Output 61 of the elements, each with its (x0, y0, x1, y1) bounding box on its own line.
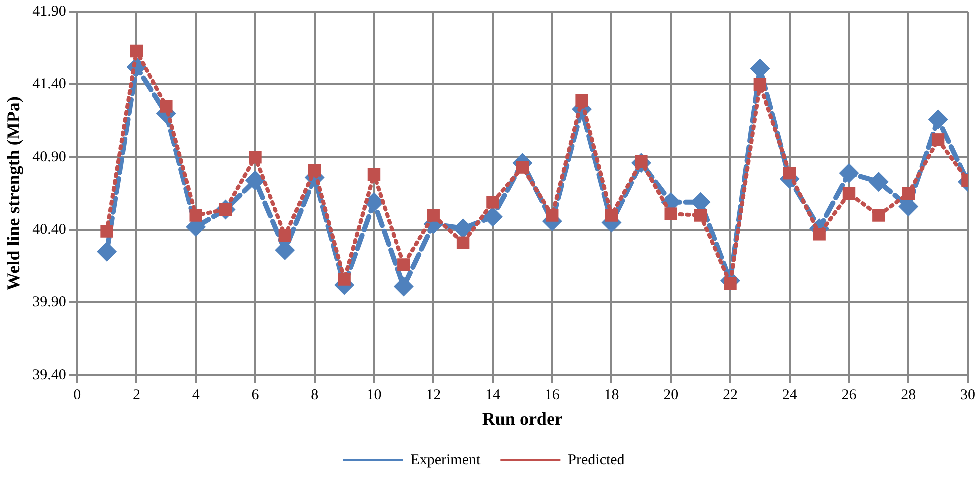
x-tick-label: 8 (311, 387, 319, 404)
y-tick-label: 40.90 (32, 149, 66, 166)
point (868, 172, 889, 192)
point (932, 134, 945, 146)
x-tick-label: 12 (426, 387, 442, 404)
x-tick-label: 30 (960, 387, 976, 404)
point (245, 170, 266, 191)
point (368, 168, 381, 182)
x-tick-label: 20 (664, 387, 679, 404)
point (275, 240, 296, 260)
point (190, 209, 202, 222)
point (605, 209, 618, 222)
legend-label: Predicted (568, 452, 626, 468)
y-tick-label: 39.40 (32, 367, 66, 384)
point (664, 208, 678, 220)
point (427, 209, 440, 222)
point (308, 164, 322, 177)
point (486, 196, 500, 209)
point (398, 258, 410, 272)
x-tick-label: 10 (366, 387, 382, 404)
point (839, 163, 860, 184)
x-tick-label: 18 (604, 387, 620, 404)
x-tick-label: 0 (74, 387, 82, 404)
point (338, 273, 351, 286)
point (546, 209, 559, 222)
point (516, 161, 530, 174)
y-tick-label: 40.40 (32, 222, 66, 238)
point (394, 276, 414, 297)
point (249, 150, 262, 164)
point (754, 78, 767, 92)
point (902, 187, 915, 200)
point (100, 225, 114, 238)
legend-label: Experiment (410, 452, 482, 468)
point (130, 44, 144, 58)
point (576, 94, 588, 108)
y-tick-label: 41.40 (32, 76, 66, 93)
x-tick-label: 28 (901, 387, 916, 404)
point (160, 100, 173, 113)
x-tick-label: 16 (544, 387, 560, 404)
x-tick-label: 14 (485, 387, 501, 404)
point (842, 187, 856, 200)
point (278, 229, 292, 242)
point (97, 242, 118, 262)
point (872, 209, 886, 222)
point (928, 110, 948, 130)
x-tick-label: 4 (192, 387, 200, 404)
y-tick-label: 39.90 (32, 294, 66, 311)
point (456, 236, 470, 250)
point (482, 206, 503, 227)
x-tick-label: 6 (252, 387, 260, 404)
x-tick-label: 24 (782, 387, 798, 404)
y-axis-title: Weld line strength (MPa) (3, 96, 24, 291)
point (453, 218, 474, 239)
point (694, 209, 708, 222)
x-tick-label: 22 (722, 387, 738, 404)
x-axis-title: Run order (482, 408, 563, 429)
point (813, 228, 826, 241)
x-tick-label: 26 (842, 387, 858, 404)
x-tick-label: 2 (132, 387, 140, 404)
y-tick-label: 41.90 (32, 4, 66, 20)
point (784, 166, 796, 180)
